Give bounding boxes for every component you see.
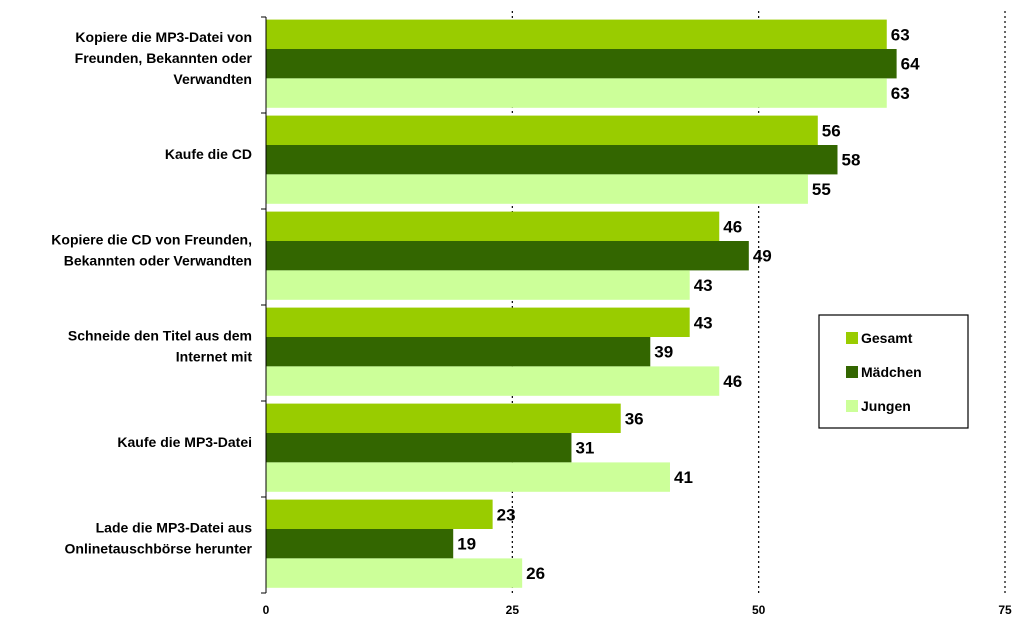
value-label-mädchen-3: 39 xyxy=(654,343,673,362)
legend: Gesamt Mädchen Jungen xyxy=(818,314,969,429)
bar-jungen-5 xyxy=(266,558,523,588)
bar-gesamt-3 xyxy=(266,307,690,337)
category-label-line: Internet mit xyxy=(176,349,253,365)
bar-mädchen-4 xyxy=(266,433,572,463)
axes xyxy=(261,16,267,594)
value-label-gesamt-4: 36 xyxy=(625,409,644,428)
category-label-line: Kopiere die MP3-Datei von xyxy=(75,29,252,45)
category-label-4: Kaufe die MP3-Datei xyxy=(117,434,252,450)
x-tick-label-50: 50 xyxy=(752,603,766,617)
legend-label-gesamt: Gesamt xyxy=(861,330,913,346)
x-tick-label-75: 75 xyxy=(998,603,1012,617)
bar-mädchen-3 xyxy=(266,337,651,367)
bar-jungen-3 xyxy=(266,366,720,396)
category-label-line: Kaufe die MP3-Datei xyxy=(117,434,252,450)
bar-gesamt-0 xyxy=(266,19,887,49)
bar-jungen-2 xyxy=(266,270,690,300)
value-label-jungen-5: 26 xyxy=(526,564,545,583)
value-label-jungen-4: 41 xyxy=(674,468,693,487)
bar-mädchen-5 xyxy=(266,529,454,559)
value-label-gesamt-3: 43 xyxy=(694,313,713,332)
legend-label-jungen: Jungen xyxy=(861,398,911,414)
bar-mädchen-0 xyxy=(266,49,897,79)
value-label-jungen-0: 63 xyxy=(891,84,910,103)
value-label-jungen-1: 55 xyxy=(812,180,831,199)
category-label-3: Schneide den Titel aus dem Internet mit xyxy=(68,328,252,365)
value-label-gesamt-5: 23 xyxy=(497,505,516,524)
bar-gesamt-1 xyxy=(266,115,818,145)
value-label-jungen-2: 43 xyxy=(694,276,713,295)
legend-label-mädchen: Mädchen xyxy=(861,364,922,380)
legend-box xyxy=(818,314,969,429)
bar-gesamt-4 xyxy=(266,403,621,433)
value-label-mädchen-4: 31 xyxy=(575,439,594,458)
value-label-mädchen-2: 49 xyxy=(753,247,772,266)
value-label-gesamt-1: 56 xyxy=(822,121,841,140)
gridlines xyxy=(511,11,1006,593)
tick-labels: 0 25 50 75 xyxy=(263,603,1012,617)
legend-swatch-mädchen xyxy=(846,366,858,378)
category-label-line: Schneide den Titel aus dem xyxy=(68,328,252,344)
category-label-5: Lade die MP3-Datei aus Onlinetauschbörse … xyxy=(65,520,253,557)
value-label-gesamt-0: 63 xyxy=(891,25,910,44)
bar-mädchen-1 xyxy=(266,145,838,175)
bar-jungen-0 xyxy=(266,78,887,108)
value-label-mädchen-5: 19 xyxy=(457,535,476,554)
value-label-gesamt-2: 46 xyxy=(723,217,742,236)
category-label-1: Kaufe die CD xyxy=(165,146,252,162)
category-label-line: Verwandten xyxy=(173,71,252,87)
value-label-jungen-3: 46 xyxy=(723,372,742,391)
category-labels: Kopiere die MP3-Datei von Freunden, Bekan… xyxy=(51,29,252,557)
legend-swatch-gesamt xyxy=(846,332,858,344)
value-label-mädchen-0: 64 xyxy=(901,55,920,74)
category-label-line: Bekannten oder Verwandten xyxy=(64,253,252,269)
bar-jungen-1 xyxy=(266,174,808,204)
category-label-0: Kopiere die MP3-Datei von Freunden, Bekan… xyxy=(75,29,253,87)
legend-swatch-jungen xyxy=(846,400,858,412)
bars xyxy=(266,19,897,588)
bar-gesamt-5 xyxy=(266,499,493,529)
category-label-line: Freunden, Bekannten oder xyxy=(75,50,253,66)
value-label-mädchen-1: 58 xyxy=(841,151,860,170)
bar-jungen-4 xyxy=(266,462,670,492)
x-tick-label-25: 25 xyxy=(506,603,520,617)
category-label-line: Onlinetauschbörse herunter xyxy=(65,541,253,557)
category-label-line: Lade die MP3-Datei aus xyxy=(96,520,253,536)
bar-mädchen-2 xyxy=(266,241,749,271)
category-label-line: Kaufe die CD xyxy=(165,146,252,162)
bar-gesamt-2 xyxy=(266,211,720,241)
category-label-2: Kopiere die CD von Freunden, Bekannten od… xyxy=(51,232,252,269)
x-tick-label-0: 0 xyxy=(263,603,270,617)
category-label-line: Kopiere die CD von Freunden, xyxy=(51,232,252,248)
